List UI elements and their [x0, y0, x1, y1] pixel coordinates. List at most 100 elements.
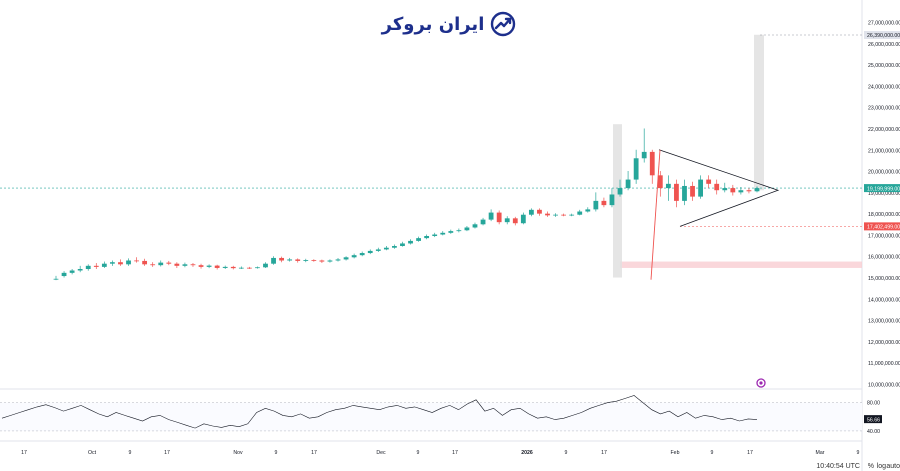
candle-body — [351, 255, 357, 258]
price-tick-label: 12,000,000.00 — [868, 340, 900, 346]
candle-body — [174, 263, 180, 266]
candle-body — [609, 194, 615, 206]
rsi-value-label: 56.66 — [867, 417, 880, 423]
price-tag — [864, 222, 900, 231]
chart-growth-icon — [491, 11, 516, 37]
candle-body — [440, 232, 446, 235]
candle-body — [408, 240, 413, 244]
candle-body — [561, 214, 567, 216]
time-tick-label: 9 — [129, 450, 132, 456]
candle-body — [383, 247, 389, 250]
candle-body — [158, 262, 164, 266]
candle-body — [392, 246, 397, 248]
time-tick-label: 9 — [711, 450, 714, 456]
price-tick-label: 10,000,000.00 — [868, 383, 900, 389]
candle-body — [722, 188, 728, 191]
candle-body — [118, 262, 123, 265]
auto-toggle[interactable]: auto — [886, 463, 900, 470]
time-tick-label: Feb — [671, 450, 680, 456]
price-tick-label: 16,000,000.00 — [868, 255, 900, 261]
candle-body — [585, 209, 591, 212]
candle-body — [665, 183, 671, 189]
candle-body — [537, 209, 542, 214]
candle-body — [553, 214, 558, 216]
candle-body — [504, 218, 510, 223]
time-tick-label: Mar — [816, 450, 825, 456]
time-tick-label: Oct — [88, 450, 97, 456]
triangle-pattern — [658, 149, 780, 227]
price-tick-label: 15,000,000.00 — [868, 276, 900, 282]
candle-body — [77, 269, 83, 271]
candle-body — [319, 260, 325, 262]
candle-body — [142, 260, 148, 265]
candle-body — [110, 262, 115, 264]
candle-body — [335, 259, 341, 261]
candle-body — [448, 231, 454, 233]
candle-body — [706, 179, 712, 184]
breakout-line — [650, 149, 661, 280]
candle-body — [311, 260, 317, 261]
brand-name: ایران بروکر — [381, 13, 485, 35]
candle-body — [271, 257, 276, 264]
candle-body — [730, 188, 736, 193]
price-tick-label: 11,000,000.00 — [868, 361, 900, 367]
candle-body — [480, 219, 486, 225]
log-toggle[interactable]: log — [876, 463, 886, 470]
candle-body — [134, 260, 139, 262]
candle-body — [593, 200, 599, 210]
time-tick-label: 9 — [857, 450, 860, 456]
candle-body — [633, 158, 639, 180]
candle-body — [222, 266, 228, 268]
price-tag — [864, 30, 900, 39]
candle-body — [295, 259, 301, 261]
candle-body — [367, 250, 373, 254]
percent-toggle[interactable]: % — [867, 463, 874, 470]
time-tick-label: 17 — [452, 450, 458, 456]
time-tick-label: 17 — [164, 450, 170, 456]
candle-body — [424, 236, 430, 239]
rsi-level-label: 80.00 — [867, 401, 880, 407]
candle-body — [287, 259, 293, 261]
candle-body — [617, 188, 623, 195]
price-tag-label: 19,199,999.00 — [867, 186, 900, 192]
candle-body — [488, 212, 494, 220]
candle-body — [416, 238, 421, 241]
clock-readout: 10:40:54 UTC — [816, 463, 860, 470]
candle-body — [206, 265, 212, 267]
candle-body — [625, 179, 631, 189]
candle-body — [214, 265, 220, 268]
brand-logo: ایران بروکر — [376, 4, 522, 44]
price-tick-label: 26,000,000.00 — [868, 42, 900, 48]
range-box — [754, 34, 764, 191]
time-tick-label: 17 — [311, 450, 317, 456]
candle-body — [649, 151, 655, 176]
price-tick-label: 23,000,000.00 — [868, 106, 900, 112]
rsi-value-tag — [864, 415, 882, 424]
range-box — [613, 124, 622, 278]
candle-body — [641, 151, 647, 159]
candle-body — [512, 218, 518, 224]
price-tick-label: 19,000,000.00 — [868, 191, 900, 197]
candle-body — [496, 212, 502, 223]
candle-body — [545, 213, 550, 216]
candle-body — [714, 183, 720, 191]
price-tag — [864, 184, 900, 193]
candle-body — [456, 230, 462, 232]
candle-body — [101, 263, 107, 267]
price-tick-label: 17,000,000.00 — [868, 233, 900, 239]
candle-body — [754, 188, 760, 192]
price-tag-label: 17,402,499.00 — [867, 225, 900, 231]
event-marker-dot — [759, 381, 763, 385]
price-tick-label: 14,000,000.00 — [868, 297, 900, 303]
candle-body — [601, 200, 607, 206]
candle-body — [674, 183, 679, 201]
price-tick-label: 13,000,000.00 — [868, 319, 900, 325]
candle-body — [375, 249, 381, 251]
candle-body — [93, 265, 99, 267]
price-tick-label: 22,000,000.00 — [868, 127, 900, 133]
candle-body — [69, 270, 75, 273]
candle-body — [746, 190, 752, 192]
candle-body — [657, 175, 663, 189]
candle-body — [738, 190, 744, 193]
